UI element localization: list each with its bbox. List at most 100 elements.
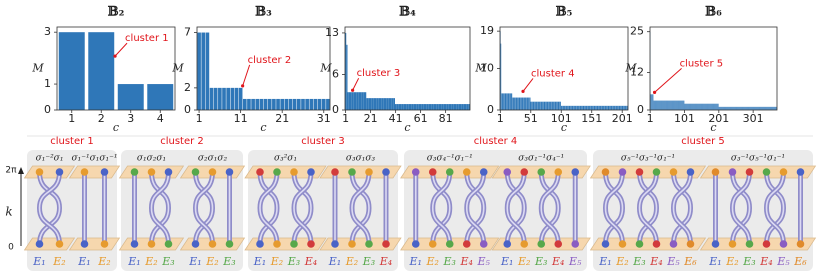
bar xyxy=(317,98,322,110)
bottom-bead xyxy=(331,240,339,248)
strand-highlight xyxy=(38,171,61,245)
bar xyxy=(431,104,433,110)
bar xyxy=(524,97,526,110)
bar xyxy=(382,98,384,110)
bar xyxy=(546,101,548,110)
bar xyxy=(526,97,527,110)
bar xyxy=(455,104,457,110)
bar xyxy=(574,105,576,110)
chart-title: 𝔹₆ xyxy=(705,5,722,20)
bar xyxy=(540,101,542,110)
bar xyxy=(510,93,511,110)
top-bead xyxy=(348,168,356,176)
bottom-bead xyxy=(225,240,234,248)
bar xyxy=(541,101,543,110)
bar xyxy=(450,104,452,110)
axes-frame xyxy=(196,26,331,111)
bottom-bead xyxy=(537,240,546,248)
y-tick-label: 0 xyxy=(44,103,51,116)
bar xyxy=(357,92,359,110)
bar xyxy=(581,105,583,110)
bar xyxy=(353,92,355,110)
bar xyxy=(620,105,622,110)
bar xyxy=(520,97,521,110)
bar xyxy=(391,98,393,110)
strand-highlight xyxy=(506,171,526,245)
bar xyxy=(599,105,601,110)
annotation-arrow xyxy=(242,64,251,87)
bar xyxy=(604,105,605,110)
braid-word: σ₃²σ₁ xyxy=(274,154,297,164)
bottom-bead xyxy=(100,240,109,248)
bar xyxy=(610,105,611,110)
bar xyxy=(506,93,507,110)
bar xyxy=(523,97,525,110)
strand-highlight xyxy=(293,171,312,245)
x-tick-label: 11 xyxy=(234,112,248,125)
strand-highlight xyxy=(38,171,61,245)
bar xyxy=(385,98,387,110)
strand-label: E₂ xyxy=(615,255,628,268)
bar xyxy=(587,105,588,110)
bar xyxy=(428,104,430,110)
strand-label: E₂ xyxy=(426,255,439,268)
bar xyxy=(511,93,513,110)
bar xyxy=(535,101,537,110)
bar xyxy=(547,101,549,110)
bar xyxy=(564,105,566,110)
annotation: cluster 4 xyxy=(531,68,575,79)
y-tick-label: 0 xyxy=(184,103,191,116)
annotation-tip xyxy=(351,88,355,92)
bottom-bead xyxy=(256,240,264,248)
bar xyxy=(296,98,301,110)
top-bead xyxy=(779,168,788,176)
bar xyxy=(574,105,575,110)
bar xyxy=(267,98,272,110)
bar xyxy=(603,105,604,110)
x-tick-label: 21 xyxy=(364,112,378,125)
top-bead xyxy=(479,168,488,176)
bar xyxy=(432,104,434,110)
bar xyxy=(554,101,556,110)
bar xyxy=(360,92,362,110)
strand-highlight xyxy=(259,171,278,245)
bottom-plane xyxy=(68,237,121,251)
top-bead xyxy=(130,168,139,176)
bar xyxy=(617,105,619,110)
bar xyxy=(397,104,399,110)
strand-label: E₆ xyxy=(683,255,697,268)
strand-label: E₅ xyxy=(666,255,680,268)
bottom-bead xyxy=(147,240,156,248)
bottom-bead xyxy=(796,240,805,248)
bar xyxy=(88,32,115,110)
bar xyxy=(620,105,621,110)
bar xyxy=(251,98,255,110)
x-tick-label: 81 xyxy=(439,112,453,125)
bar xyxy=(372,98,374,110)
bar xyxy=(362,92,364,110)
bar xyxy=(226,87,231,110)
bar xyxy=(430,104,432,110)
strand-label: E₅ xyxy=(776,255,790,268)
bar xyxy=(584,105,585,110)
strand-highlight xyxy=(672,171,692,245)
top-bead xyxy=(290,168,298,176)
bar xyxy=(551,101,552,110)
bar xyxy=(518,97,519,110)
top-bead xyxy=(445,168,454,176)
bar xyxy=(612,105,613,110)
x-tick-label: 1 xyxy=(647,112,654,125)
strand-label: E₁ xyxy=(253,255,266,268)
bottom-bead xyxy=(635,240,644,248)
bar xyxy=(522,97,524,110)
bar xyxy=(234,87,239,110)
bar xyxy=(402,104,404,110)
bar xyxy=(390,98,392,110)
bar xyxy=(566,105,568,110)
bar xyxy=(365,92,367,110)
x-axis-label: c xyxy=(260,121,266,134)
bar xyxy=(557,101,558,110)
strand-label: E₂ xyxy=(97,255,110,268)
strand-label: E₄ xyxy=(379,255,392,268)
